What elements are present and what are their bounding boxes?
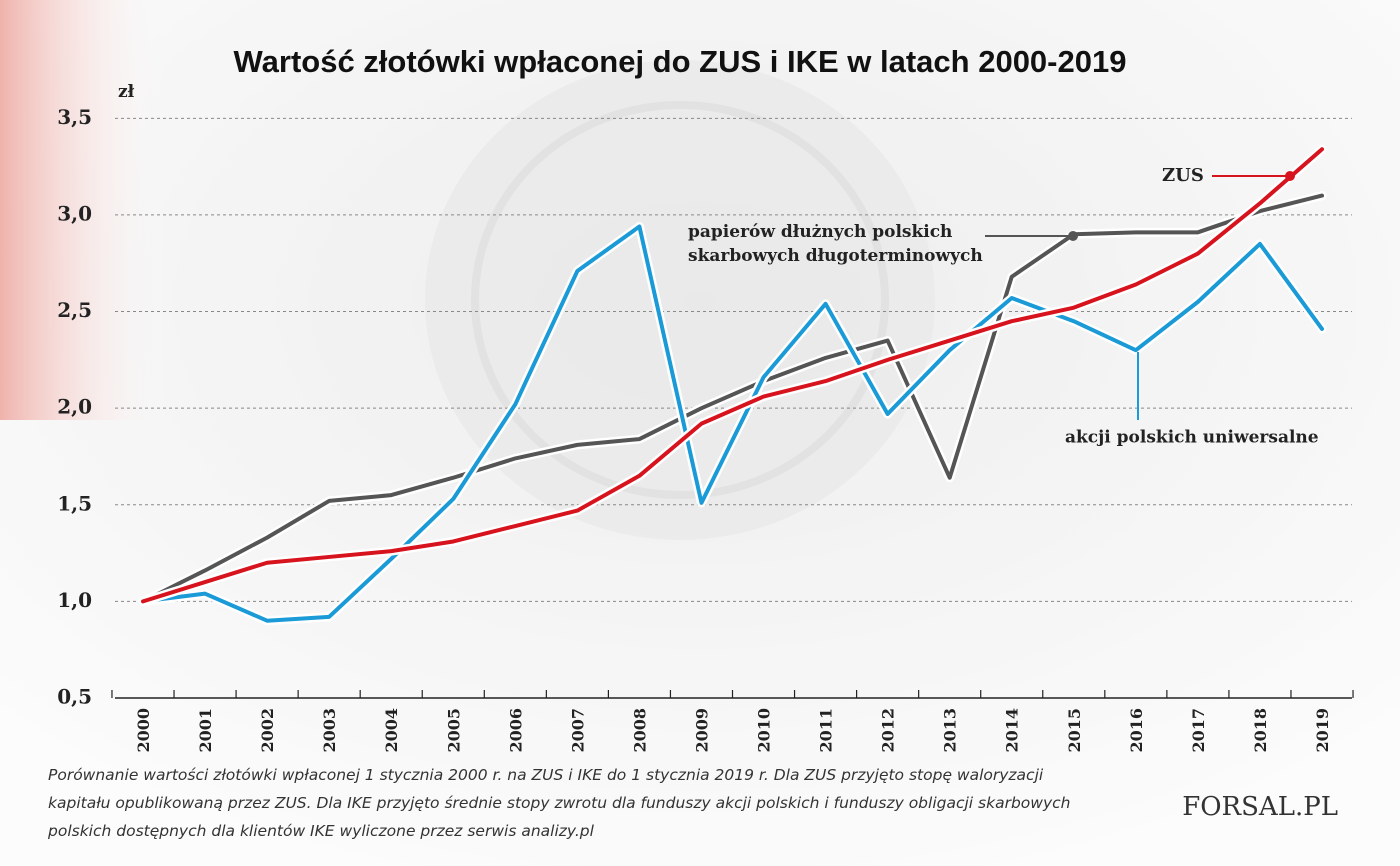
y-tick-label: 1,0: [57, 588, 92, 612]
x-tick-label: 2003: [320, 708, 339, 753]
note-line: kapitału opublikowaną przez ZUS. Dla IKE…: [48, 794, 1070, 812]
note-line: polskich dostępnych dla klientów IKE wyl…: [47, 822, 595, 840]
x-tick-label: 2002: [258, 708, 277, 753]
x-axis: 2000 2001 2002 2003 2004 2005 2006 2007 2008 2009…: [111, 690, 1354, 753]
y-unit: zł: [118, 82, 135, 102]
x-tick-label: 2007: [568, 708, 587, 753]
series-label-box: papierów dłużnych polskich skarbowych dł…: [688, 222, 983, 266]
x-tick-label: 2008: [630, 708, 649, 753]
y-tick-label: 0,5: [57, 685, 92, 709]
x-tick-label: 2017: [1189, 708, 1208, 753]
series-line: [141, 193, 1324, 604]
y-tick-label: 3,0: [57, 201, 92, 225]
x-tick-label: 2010: [755, 708, 774, 753]
series-label: akcji polskich uniwersalne: [1065, 428, 1319, 448]
source-logo: FORSAL.PL: [1182, 792, 1338, 822]
x-tick-label: 2009: [692, 708, 711, 753]
x-tick-label: 2013: [941, 708, 960, 753]
x-tick-label: 2014: [1003, 708, 1022, 753]
x-tick-label: 2012: [879, 708, 898, 753]
y-tick-label: 1,5: [57, 491, 92, 515]
x-tick-label: 2016: [1127, 708, 1146, 753]
x-tick-label: 2011: [817, 708, 836, 753]
x-tick-label: 2004: [382, 708, 401, 753]
x-tick-label: 2019: [1313, 708, 1332, 753]
annotations: ZUS papierów dłużnych polskich skarbowyc…: [688, 165, 1319, 448]
x-tick-label: 2006: [506, 708, 525, 753]
x-tick-label: 2001: [196, 708, 215, 753]
series-line: [141, 147, 1324, 604]
callout-dot: [1068, 231, 1078, 241]
y-tick-label: 2,5: [57, 298, 92, 322]
chart-title: Wartość złotówki wpłaconej do ZUS i IKE …: [234, 44, 1127, 79]
x-tick-label: 2018: [1251, 708, 1270, 753]
series-label: papierów dłużnych polskich skarbowych dł…: [688, 222, 983, 266]
y-tick-label: 2,0: [57, 395, 92, 419]
lines: [138, 144, 1327, 626]
note-line: Porównanie wartości złotówki wpłaconej 1…: [48, 766, 1044, 784]
y-tick-label: 3,5: [57, 105, 92, 129]
x-tick-label: 2000: [134, 708, 153, 753]
coin-rim: [471, 101, 889, 499]
series-label: ZUS: [1162, 165, 1204, 186]
x-tick-label: 2015: [1065, 708, 1084, 753]
coin: [425, 60, 935, 540]
callout-dot: [1285, 171, 1295, 181]
x-tick-label: 2005: [444, 708, 463, 753]
series-line: [141, 224, 1324, 623]
